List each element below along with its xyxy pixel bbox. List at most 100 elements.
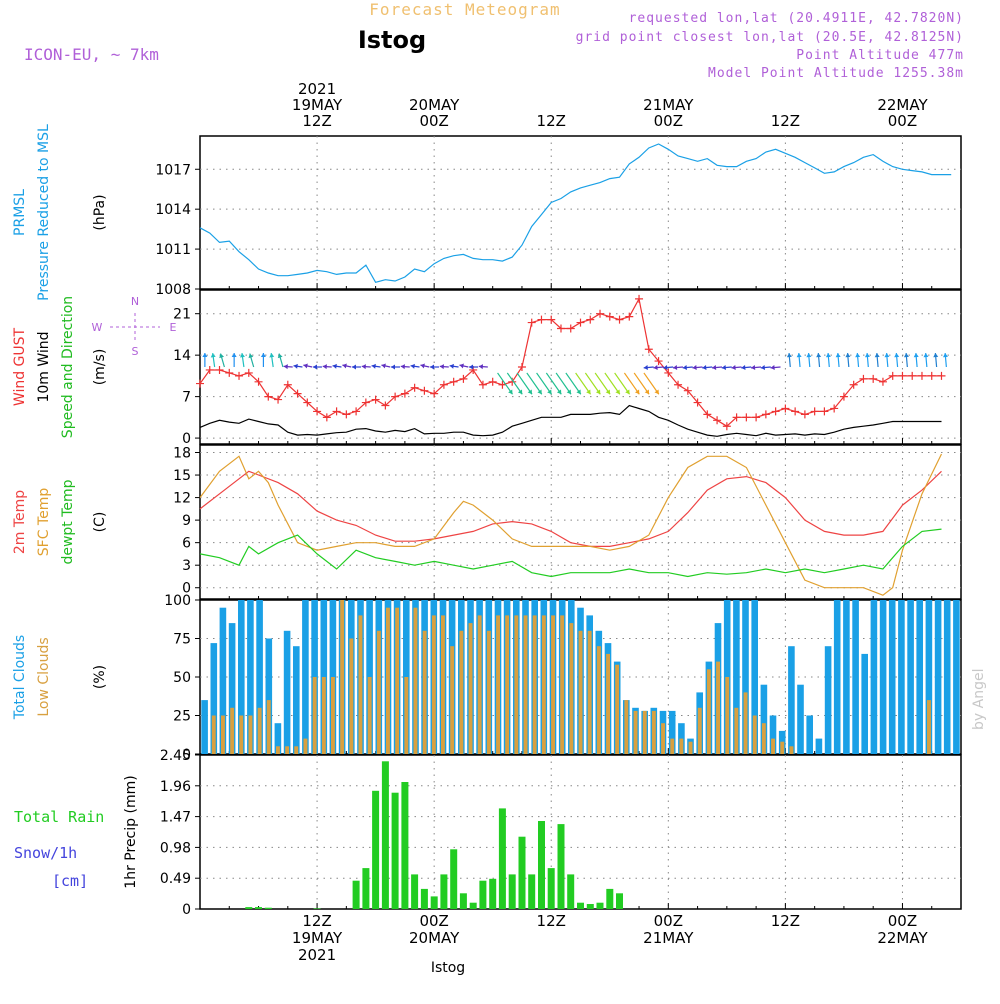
bar-total-clouds — [797, 684, 804, 754]
wind-arrow-head — [654, 389, 659, 395]
gust-point — [410, 383, 419, 392]
bar-rain — [255, 907, 262, 909]
y-tick-label: 1008 — [155, 282, 191, 298]
gust-point — [800, 410, 809, 419]
bar-total-clouds — [943, 600, 951, 754]
wind-arrow-head — [731, 365, 736, 371]
panel-label-1: Snow/1h — [14, 844, 77, 862]
wind-arrow-head — [277, 353, 283, 359]
panel-ylabel: (hPa) — [92, 194, 108, 230]
wind-arrow-head — [845, 353, 851, 358]
gust-point — [225, 368, 234, 377]
wind-arrow-head — [332, 363, 337, 369]
gust-point — [752, 413, 761, 422]
bar-low-clouds — [221, 715, 225, 754]
wind-arrow-head — [806, 353, 812, 358]
bar-low-clouds — [486, 630, 491, 754]
wind-arrow-head — [381, 363, 386, 369]
bar-low-clouds — [697, 707, 702, 754]
gust-point — [791, 407, 800, 416]
bar-total-clouds — [201, 700, 208, 754]
wind-arrow-head — [303, 363, 308, 369]
gust-point — [381, 401, 390, 410]
bar-total-clouds — [879, 600, 887, 754]
bar-low-clouds — [624, 700, 629, 754]
bar-low-clouds — [230, 707, 235, 754]
bar-total-clouds — [274, 723, 282, 754]
bar-low-clouds — [248, 715, 253, 754]
bottom-time-label: 19MAY — [292, 929, 343, 947]
top-time-label: 20MAY — [409, 96, 460, 114]
y-tick-label: 21 — [173, 307, 191, 323]
bar-low-clouds — [257, 707, 262, 754]
gust-point — [878, 377, 887, 386]
gust-point — [235, 371, 244, 380]
bar-low-clouds — [743, 692, 748, 754]
bar-low-clouds — [633, 710, 638, 754]
bar-rain — [518, 836, 526, 909]
bar-total-clouds — [806, 715, 813, 754]
wind-arrow-head — [770, 365, 775, 371]
wind-arrow-head — [400, 364, 405, 370]
y-tick-label: 75 — [173, 632, 191, 648]
y-tick-label: 100 — [164, 593, 191, 609]
bottom-time-label: 12Z — [537, 912, 566, 930]
gust-point — [849, 380, 858, 389]
top-time-label: 21MAY — [643, 96, 694, 114]
wind-arrow-head — [663, 365, 668, 371]
gust-point — [244, 368, 253, 377]
wind-arrow-head — [293, 363, 298, 369]
bar-low-clouds — [321, 677, 326, 754]
bar-total-clouds — [247, 600, 254, 754]
bar-rain — [586, 904, 594, 909]
wind-arrow-head — [855, 353, 861, 358]
wind-arrow-head — [361, 364, 366, 370]
wind-arrow — [614, 372, 631, 395]
wind-arrow-head — [556, 389, 562, 395]
panel-label-wind-gust: Wind GUST — [12, 327, 28, 406]
gust-point — [352, 407, 361, 416]
gust-point — [615, 315, 624, 324]
wind-arrow-head — [508, 389, 513, 395]
panel-3: 0 3 6 9 12 15 18 2m Temp SFC Temp dewpt Temp (C) — [12, 444, 962, 600]
bar-rain — [440, 874, 448, 909]
bar-low-clouds — [386, 607, 390, 754]
wind-arrow-head — [210, 353, 216, 358]
gust-point — [449, 377, 458, 386]
bar-total-clouds — [742, 600, 749, 754]
gust-point — [303, 398, 312, 407]
bar-rain — [391, 792, 399, 909]
wind-arrow-head — [283, 364, 288, 370]
panel-frame — [199, 444, 962, 600]
y-tick-label: 1011 — [155, 242, 191, 258]
gust-point — [927, 371, 936, 380]
top-time-label: 19MAY — [292, 96, 343, 114]
gust-point — [556, 324, 565, 333]
wind-arrow-head — [644, 389, 650, 395]
wind-arrow-head — [692, 365, 697, 371]
gust-point — [254, 377, 263, 386]
wind-arrow-head — [576, 389, 581, 395]
gust-point — [371, 395, 380, 404]
bar-rain — [469, 902, 477, 909]
wind-arrow-head — [933, 353, 939, 358]
gust-point — [498, 380, 507, 389]
panel-frame — [199, 754, 962, 910]
bar-rain — [264, 907, 272, 909]
bar-low-clouds — [789, 746, 794, 754]
wind-arrow-head — [864, 353, 870, 358]
wind-arrow — [497, 372, 513, 395]
gust-point — [908, 371, 917, 380]
bar-low-clouds — [450, 646, 455, 754]
forecast-title: Forecast Meteogram — [369, 0, 560, 19]
panel-label-speed-and-direction: Speed and Direction — [60, 296, 76, 438]
bar-rain — [508, 874, 516, 909]
wind-arrow — [526, 372, 543, 395]
compass-e: E — [170, 321, 177, 334]
wind-arrow-head — [884, 353, 890, 358]
bar-rain — [538, 821, 545, 909]
bar-low-clouds — [523, 615, 528, 754]
panel-label-prmsl: PRMSL — [12, 189, 28, 236]
bar-total-clouds — [888, 600, 896, 754]
